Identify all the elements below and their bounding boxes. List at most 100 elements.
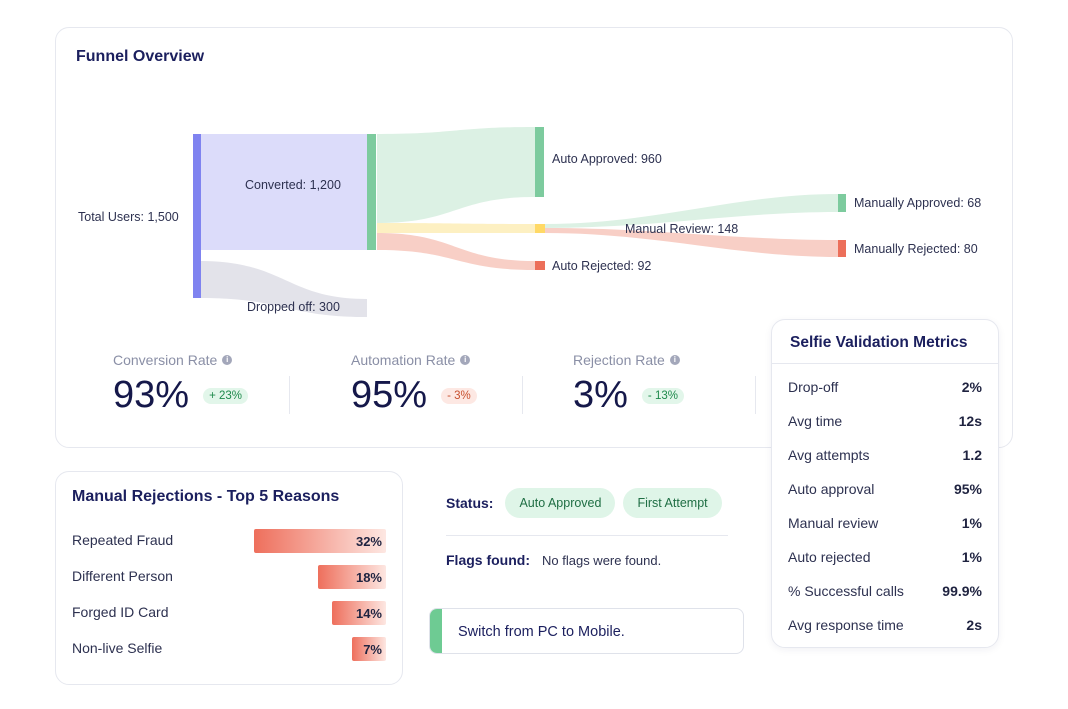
node-converted <box>367 134 376 250</box>
rejection-reason-pct: 18% <box>355 570 382 585</box>
rejection-reason-row: Non-live Selfie 7% <box>72 637 386 661</box>
kpi-label: Conversion Rate i <box>113 352 248 368</box>
label-manually-rejected: Manually Rejected: 80 <box>854 242 978 256</box>
info-icon[interactable]: i <box>669 355 680 365</box>
metric-label: % Successful calls <box>788 583 904 599</box>
node-manually-approved <box>838 194 846 212</box>
info-icon[interactable]: i <box>222 355 233 365</box>
rejection-reason-bar <box>332 601 386 625</box>
node-auto-rejected <box>535 261 545 270</box>
kpi-delta-badge: + 23% <box>203 387 248 404</box>
flow-manually-approved <box>545 194 838 228</box>
metric-label: Manual review <box>788 515 879 531</box>
node-manually-rejected <box>838 240 846 257</box>
kpi-delta-badge: - 3% <box>441 387 477 404</box>
flow-manual-review <box>377 223 535 233</box>
rejection-reason-row: Repeated Fraud 32% <box>72 529 386 553</box>
kpi-rejection-rate: Rejection Rate i 3% - 13% <box>573 352 684 417</box>
metric-label: Drop-off <box>788 379 839 395</box>
node-manual-review <box>535 224 545 233</box>
rejection-reason-label: Repeated Fraud <box>72 532 174 548</box>
metric-row: Auto rejected 1% <box>788 549 982 569</box>
metric-row: Avg attempts 1.2 <box>788 447 982 467</box>
metric-value: 1% <box>961 549 982 565</box>
kpi-delta-badge: - 13% <box>641 387 684 404</box>
kpi-divider <box>289 376 290 414</box>
kpi-automation-rate: Automation Rate i 95% - 3% <box>351 352 477 417</box>
kpi-label-text: Conversion Rate <box>113 352 218 368</box>
flow-dropped-off <box>199 261 367 317</box>
kpi-value-text: 3% <box>573 374 628 416</box>
funnel-title: Funnel Overview <box>76 48 205 65</box>
kpi-value-text: 93% <box>113 374 190 416</box>
kpi-label: Rejection Rate i <box>573 352 684 368</box>
metric-row: Avg time 12s <box>788 413 982 433</box>
switch-device-text: Switch from PC to Mobile. <box>458 624 625 640</box>
node-dropped-off <box>359 299 367 317</box>
flags-label: Flags found: <box>446 552 530 568</box>
metric-label: Avg time <box>788 413 843 429</box>
metric-value: 95% <box>953 481 982 497</box>
kpi-label-text: Automation Rate <box>351 352 456 368</box>
metric-label: Auto rejected <box>788 549 871 565</box>
divider <box>446 535 728 536</box>
kpi-value: 93% + 23% <box>113 374 248 417</box>
metric-label: Avg response time <box>788 617 904 633</box>
rejection-reason-bar <box>318 565 386 589</box>
selfie-validation-card: Selfie Validation Metrics Drop-off 2% Av… <box>771 319 999 648</box>
kpi-conversion-rate: Conversion Rate i 93% + 23% <box>113 352 248 417</box>
metric-value: 99.9% <box>942 583 982 599</box>
notice-accent-bar <box>430 609 442 653</box>
kpi-value-text: 95% <box>351 374 428 416</box>
status-label: Status: <box>446 495 494 511</box>
metric-value: 1% <box>961 515 982 531</box>
status-pill-auto-approved: Auto Approved <box>505 488 616 518</box>
rejection-reason-bar <box>352 637 386 661</box>
funnel-sankey-chart: Total Users: 1,500 Converted: 1,200 Drop… <box>78 127 981 317</box>
divider <box>772 363 998 364</box>
rejection-reason-label: Non-live Selfie <box>72 640 163 656</box>
flow-auto-rejected <box>377 233 535 270</box>
kpi-value: 95% - 3% <box>351 374 477 417</box>
metric-row: Avg response time 2s <box>788 617 982 637</box>
metric-row: % Successful calls 99.9% <box>788 583 982 603</box>
info-icon[interactable]: i <box>460 355 471 365</box>
flags-value: No flags were found. <box>542 552 662 568</box>
kpi-label: Automation Rate i <box>351 352 477 368</box>
manual-rejections-card: Manual Rejections - Top 5 Reasons Repeat… <box>55 471 403 685</box>
label-auto-approved: Auto Approved: 960 <box>552 152 662 166</box>
label-auto-rejected: Auto Rejected: 92 <box>552 259 651 273</box>
rejection-reason-pct: 7% <box>363 642 382 657</box>
rejection-reason-row: Different Person 18% <box>72 565 386 589</box>
node-total-users <box>193 134 201 298</box>
switch-device-notice[interactable]: Switch from PC to Mobile. <box>429 608 744 654</box>
metric-row: Auto approval 95% <box>788 481 982 501</box>
status-row: Status: Auto Approved First Attempt <box>430 486 740 520</box>
metric-label: Avg attempts <box>788 447 870 463</box>
kpi-value: 3% - 13% <box>573 374 684 417</box>
flow-manually-rejected <box>545 228 838 257</box>
label-dropped-off: Dropped off: 300 <box>247 300 340 314</box>
metric-value: 12s <box>958 413 982 429</box>
metric-label: Auto approval <box>788 481 875 497</box>
funnel-overview-card: Total Users: 1,500 Converted: 1,200 Drop… <box>55 27 1013 448</box>
kpi-label-text: Rejection Rate <box>573 352 665 368</box>
kpi-divider <box>755 376 756 414</box>
metric-value: 2% <box>961 379 982 395</box>
flags-row: Flags found: No flags were found. <box>446 552 661 568</box>
label-manually-approved: Manually Approved: 68 <box>854 196 981 210</box>
selfie-validation-title: Selfie Validation Metrics <box>790 334 968 351</box>
rejection-reason-label: Forged ID Card <box>72 604 169 620</box>
rejection-reason-pct: 32% <box>355 534 382 549</box>
kpi-divider <box>522 376 523 414</box>
flow-converted <box>199 134 367 250</box>
rejection-reason-bar <box>254 529 386 553</box>
metric-value: 1.2 <box>962 447 982 463</box>
flow-auto-approved <box>377 127 535 223</box>
label-manual-review: Manual Review: 148 <box>625 222 738 236</box>
label-total-users: Total Users: 1,500 <box>78 210 179 224</box>
rejection-reason-label: Different Person <box>72 568 173 584</box>
metric-value: 2s <box>966 617 982 633</box>
metric-row: Manual review 1% <box>788 515 982 535</box>
rejection-reason-row: Forged ID Card 14% <box>72 601 386 625</box>
